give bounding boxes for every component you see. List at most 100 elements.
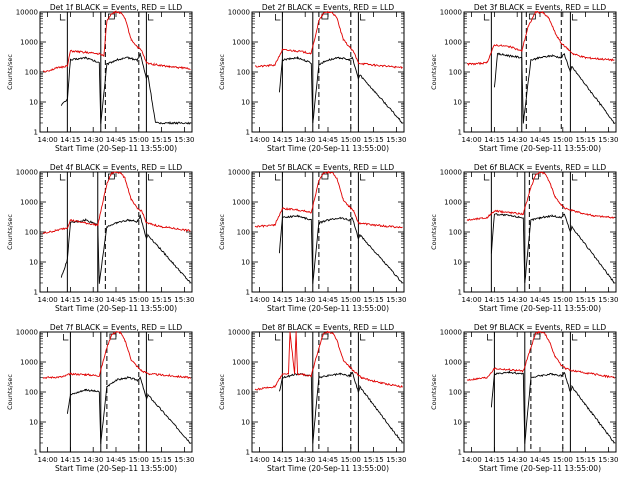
x-tick-label: 14:30 xyxy=(295,136,315,144)
interval-marker-glyph xyxy=(532,173,539,180)
x-tick-label: 15:00 xyxy=(553,136,573,144)
x-tick-label: 14:15 xyxy=(484,296,504,304)
x-tick-label: 14:45 xyxy=(106,136,126,144)
x-tick-label: 14:00 xyxy=(38,136,58,144)
lld-series-line xyxy=(254,330,403,391)
plot-frame xyxy=(39,11,193,133)
y-axis-label: Counts/sec xyxy=(430,54,438,90)
y-tick-label: 1000 xyxy=(232,199,250,207)
x-tick-label: 14:00 xyxy=(250,296,270,304)
plot-frame xyxy=(463,331,617,453)
y-tick-label: 100 xyxy=(237,69,250,77)
y-axis-label: Counts/sec xyxy=(218,54,226,90)
x-tick-label: 14:15 xyxy=(272,296,292,304)
events-series-line xyxy=(60,214,191,284)
x-tick-label: 14:15 xyxy=(60,136,80,144)
interval-marker-glyph xyxy=(148,334,154,341)
interval-marker-glyph xyxy=(572,334,578,341)
y-tick-label: 100 xyxy=(237,229,250,237)
y-tick-label: 1000 xyxy=(444,199,462,207)
x-tick-label: 15:00 xyxy=(129,456,149,464)
y-tick-label: 10000 xyxy=(228,169,250,177)
y-axis-label: Counts/sec xyxy=(6,374,14,410)
x-tick-label: 15:15 xyxy=(576,296,596,304)
y-axis-label: Counts/sec xyxy=(430,214,438,250)
events-series-line xyxy=(66,376,191,445)
y-tick-label: 1 xyxy=(458,449,462,457)
y-tick-label: 10000 xyxy=(228,9,250,17)
y-tick-label: 10 xyxy=(29,259,38,267)
x-axis-label: Start Time (20-Sep-11 13:55:00) xyxy=(267,304,389,313)
interval-marker-glyph xyxy=(360,334,366,341)
y-tick-label: 1000 xyxy=(444,359,462,367)
x-tick-label: 14:30 xyxy=(83,136,103,144)
x-tick-label: 14:15 xyxy=(484,136,504,144)
x-tick-label: 15:15 xyxy=(364,456,384,464)
y-tick-label: 1 xyxy=(34,129,38,137)
x-tick-label: 15:15 xyxy=(152,456,172,464)
x-tick-label: 14:00 xyxy=(462,136,482,144)
y-tick-label: 10 xyxy=(241,419,250,427)
x-axis-label: Start Time (20-Sep-11 13:55:00) xyxy=(267,464,389,473)
x-tick-label: 14:00 xyxy=(462,456,482,464)
y-tick-label: 1000 xyxy=(232,359,250,367)
y-tick-label: 1000 xyxy=(20,359,38,367)
x-tick-label: 14:45 xyxy=(106,456,126,464)
lld-series-line xyxy=(42,171,191,235)
panel-title: Det 3f BLACK = Events, RED = LLD xyxy=(474,3,607,12)
x-tick-label: 15:15 xyxy=(152,136,172,144)
x-axis-label: Start Time (20-Sep-11 13:55:00) xyxy=(55,144,177,153)
x-axis-label: Start Time (20-Sep-11 13:55:00) xyxy=(479,304,601,313)
lld-series-line xyxy=(466,10,615,66)
interval-marker-glyph xyxy=(572,174,578,181)
interval-marker-glyph xyxy=(59,174,66,181)
events-series-line xyxy=(60,52,191,125)
x-tick-label: 14:00 xyxy=(462,296,482,304)
panel-title: Det 2f BLACK = Events, RED = LLD xyxy=(262,3,395,12)
interval-marker-glyph xyxy=(63,334,69,341)
x-tick-label: 14:15 xyxy=(272,136,292,144)
interval-marker-glyph xyxy=(487,334,493,341)
lld-series-line xyxy=(42,10,191,73)
x-tick-label: 15:00 xyxy=(553,456,573,464)
x-tick-label: 15:30 xyxy=(598,456,618,464)
plot-frame xyxy=(463,11,617,133)
x-tick-label: 14:30 xyxy=(507,296,527,304)
interval-marker-glyph xyxy=(59,14,66,21)
x-tick-label: 15:30 xyxy=(386,296,406,304)
lld-series-line xyxy=(254,10,403,70)
x-tick-label: 15:15 xyxy=(576,136,596,144)
y-tick-label: 10 xyxy=(29,419,38,427)
y-tick-label: 10000 xyxy=(16,329,38,337)
x-tick-label: 14:30 xyxy=(507,136,527,144)
y-tick-label: 1000 xyxy=(444,39,462,47)
x-tick-label: 14:00 xyxy=(250,456,270,464)
y-tick-label: 100 xyxy=(449,69,462,77)
x-tick-label: 14:15 xyxy=(272,456,292,464)
y-tick-label: 1 xyxy=(246,449,250,457)
y-axis-label: Counts/sec xyxy=(218,214,226,250)
y-tick-label: 10000 xyxy=(16,169,38,177)
x-tick-label: 14:15 xyxy=(60,296,80,304)
x-tick-label: 14:15 xyxy=(60,456,80,464)
y-tick-label: 100 xyxy=(237,389,250,397)
events-series-line xyxy=(493,52,615,125)
interval-marker-glyph xyxy=(321,333,329,340)
y-tick-label: 100 xyxy=(25,69,38,77)
y-tick-label: 10 xyxy=(453,419,462,427)
x-tick-label: 14:45 xyxy=(530,296,550,304)
interval-marker-glyph xyxy=(275,334,281,341)
x-tick-label: 14:45 xyxy=(106,296,126,304)
x-tick-label: 15:15 xyxy=(364,136,384,144)
interval-marker-glyph xyxy=(148,14,154,21)
y-axis-label: Counts/sec xyxy=(218,374,226,410)
x-tick-label: 14:45 xyxy=(530,456,550,464)
lld-series-line xyxy=(42,330,191,380)
interval-marker-glyph xyxy=(360,174,366,181)
y-tick-label: 100 xyxy=(449,389,462,397)
plot-frame xyxy=(251,11,405,133)
x-axis-label: Start Time (20-Sep-11 13:55:00) xyxy=(479,464,601,473)
x-tick-label: 14:15 xyxy=(484,456,504,464)
interval-marker-glyph xyxy=(148,174,154,181)
